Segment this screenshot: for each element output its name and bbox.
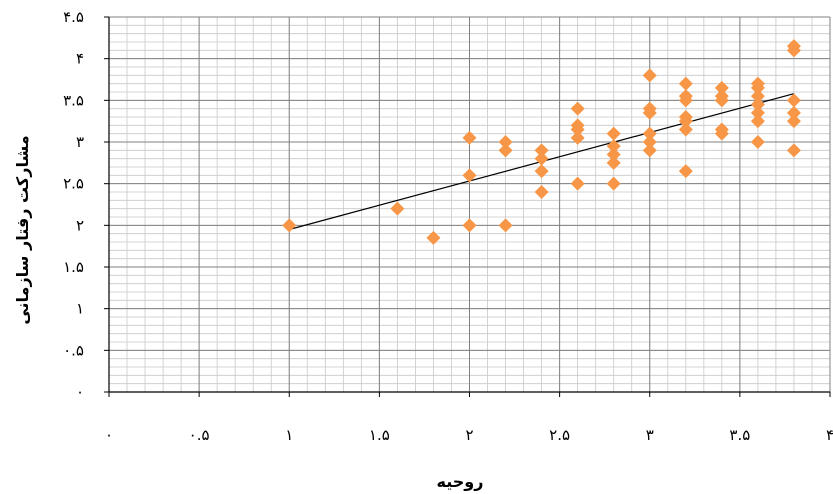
y-tick-label: ۰.۵ (63, 341, 84, 359)
data-point (714, 126, 729, 141)
data-point (750, 80, 765, 95)
x-tick-label: ۱ (285, 426, 293, 444)
data-point (282, 218, 297, 233)
data-point (606, 139, 621, 154)
data-point (786, 105, 801, 120)
data-point (606, 126, 621, 141)
data-point (642, 68, 657, 83)
x-tick-label: ۰.۵ (189, 426, 210, 444)
data-point (678, 76, 693, 91)
data-point (678, 122, 693, 137)
data-point (714, 93, 729, 108)
data-point (750, 97, 765, 112)
data-point (570, 101, 585, 116)
y-tick-label: ۳ (76, 133, 84, 151)
data-point (606, 155, 621, 170)
data-points (282, 39, 801, 245)
data-point (570, 130, 585, 145)
data-point (678, 164, 693, 179)
x-tick-label: ۲ (465, 426, 473, 444)
data-point (642, 126, 657, 141)
data-point (678, 114, 693, 129)
data-point (750, 114, 765, 129)
data-point (786, 143, 801, 158)
data-point (642, 105, 657, 120)
x-tick-label: ۱.۵ (369, 426, 390, 444)
y-axis-title: مشارکت رفتار سازمانی (13, 135, 32, 324)
data-point (642, 135, 657, 149)
data-point (786, 114, 801, 129)
y-tick-label: ۰ (76, 383, 84, 401)
data-point (426, 230, 441, 245)
x-axis-title: روحیه (437, 472, 484, 491)
data-point (390, 201, 405, 216)
data-point (786, 93, 801, 108)
data-point (606, 147, 621, 162)
data-point (642, 143, 657, 158)
data-point (534, 143, 549, 158)
data-point (714, 80, 729, 95)
data-point (786, 43, 801, 58)
data-point (534, 164, 549, 179)
y-tick-label: ۴.۵ (63, 8, 84, 26)
data-point (462, 130, 477, 145)
data-point (498, 135, 513, 149)
y-tick-label: ۱ (76, 300, 84, 318)
axes (104, 16, 831, 397)
data-point (534, 185, 549, 199)
y-tick-label: ۳.۵ (63, 91, 84, 109)
y-tick-label: ۴ (76, 50, 84, 68)
y-tick-labels: ۰ ۰.۵ ۱ ۱.۵ ۲ ۲.۵ ۳ ۳.۵ ۴ ۴.۵ (63, 8, 84, 401)
data-point (750, 135, 765, 149)
data-point (462, 218, 477, 233)
y-tick-label: ۲.۵ (63, 175, 84, 193)
data-point (534, 151, 549, 166)
data-point (570, 122, 585, 137)
data-point (750, 105, 765, 120)
x-tick-labels: ۰ ۰.۵ ۱ ۱.۵ ۲ ۲.۵ ۳ ۳.۵ ۴ (105, 426, 833, 444)
data-point (678, 93, 693, 108)
y-tick-label: ۱.۵ (63, 258, 84, 276)
x-tick-label: ۴ (826, 426, 833, 444)
x-tick-label: ۲.۵ (549, 426, 570, 444)
data-point (462, 168, 477, 183)
data-point (606, 176, 621, 191)
x-tick-label: ۰ (105, 426, 113, 444)
x-tick-label: ۳ (646, 426, 654, 444)
data-point (498, 143, 513, 158)
y-tick-label: ۲ (76, 216, 84, 234)
data-point (750, 89, 765, 104)
data-point (570, 176, 585, 191)
data-point (498, 218, 513, 233)
x-tick-label: ۳.۵ (729, 426, 750, 444)
